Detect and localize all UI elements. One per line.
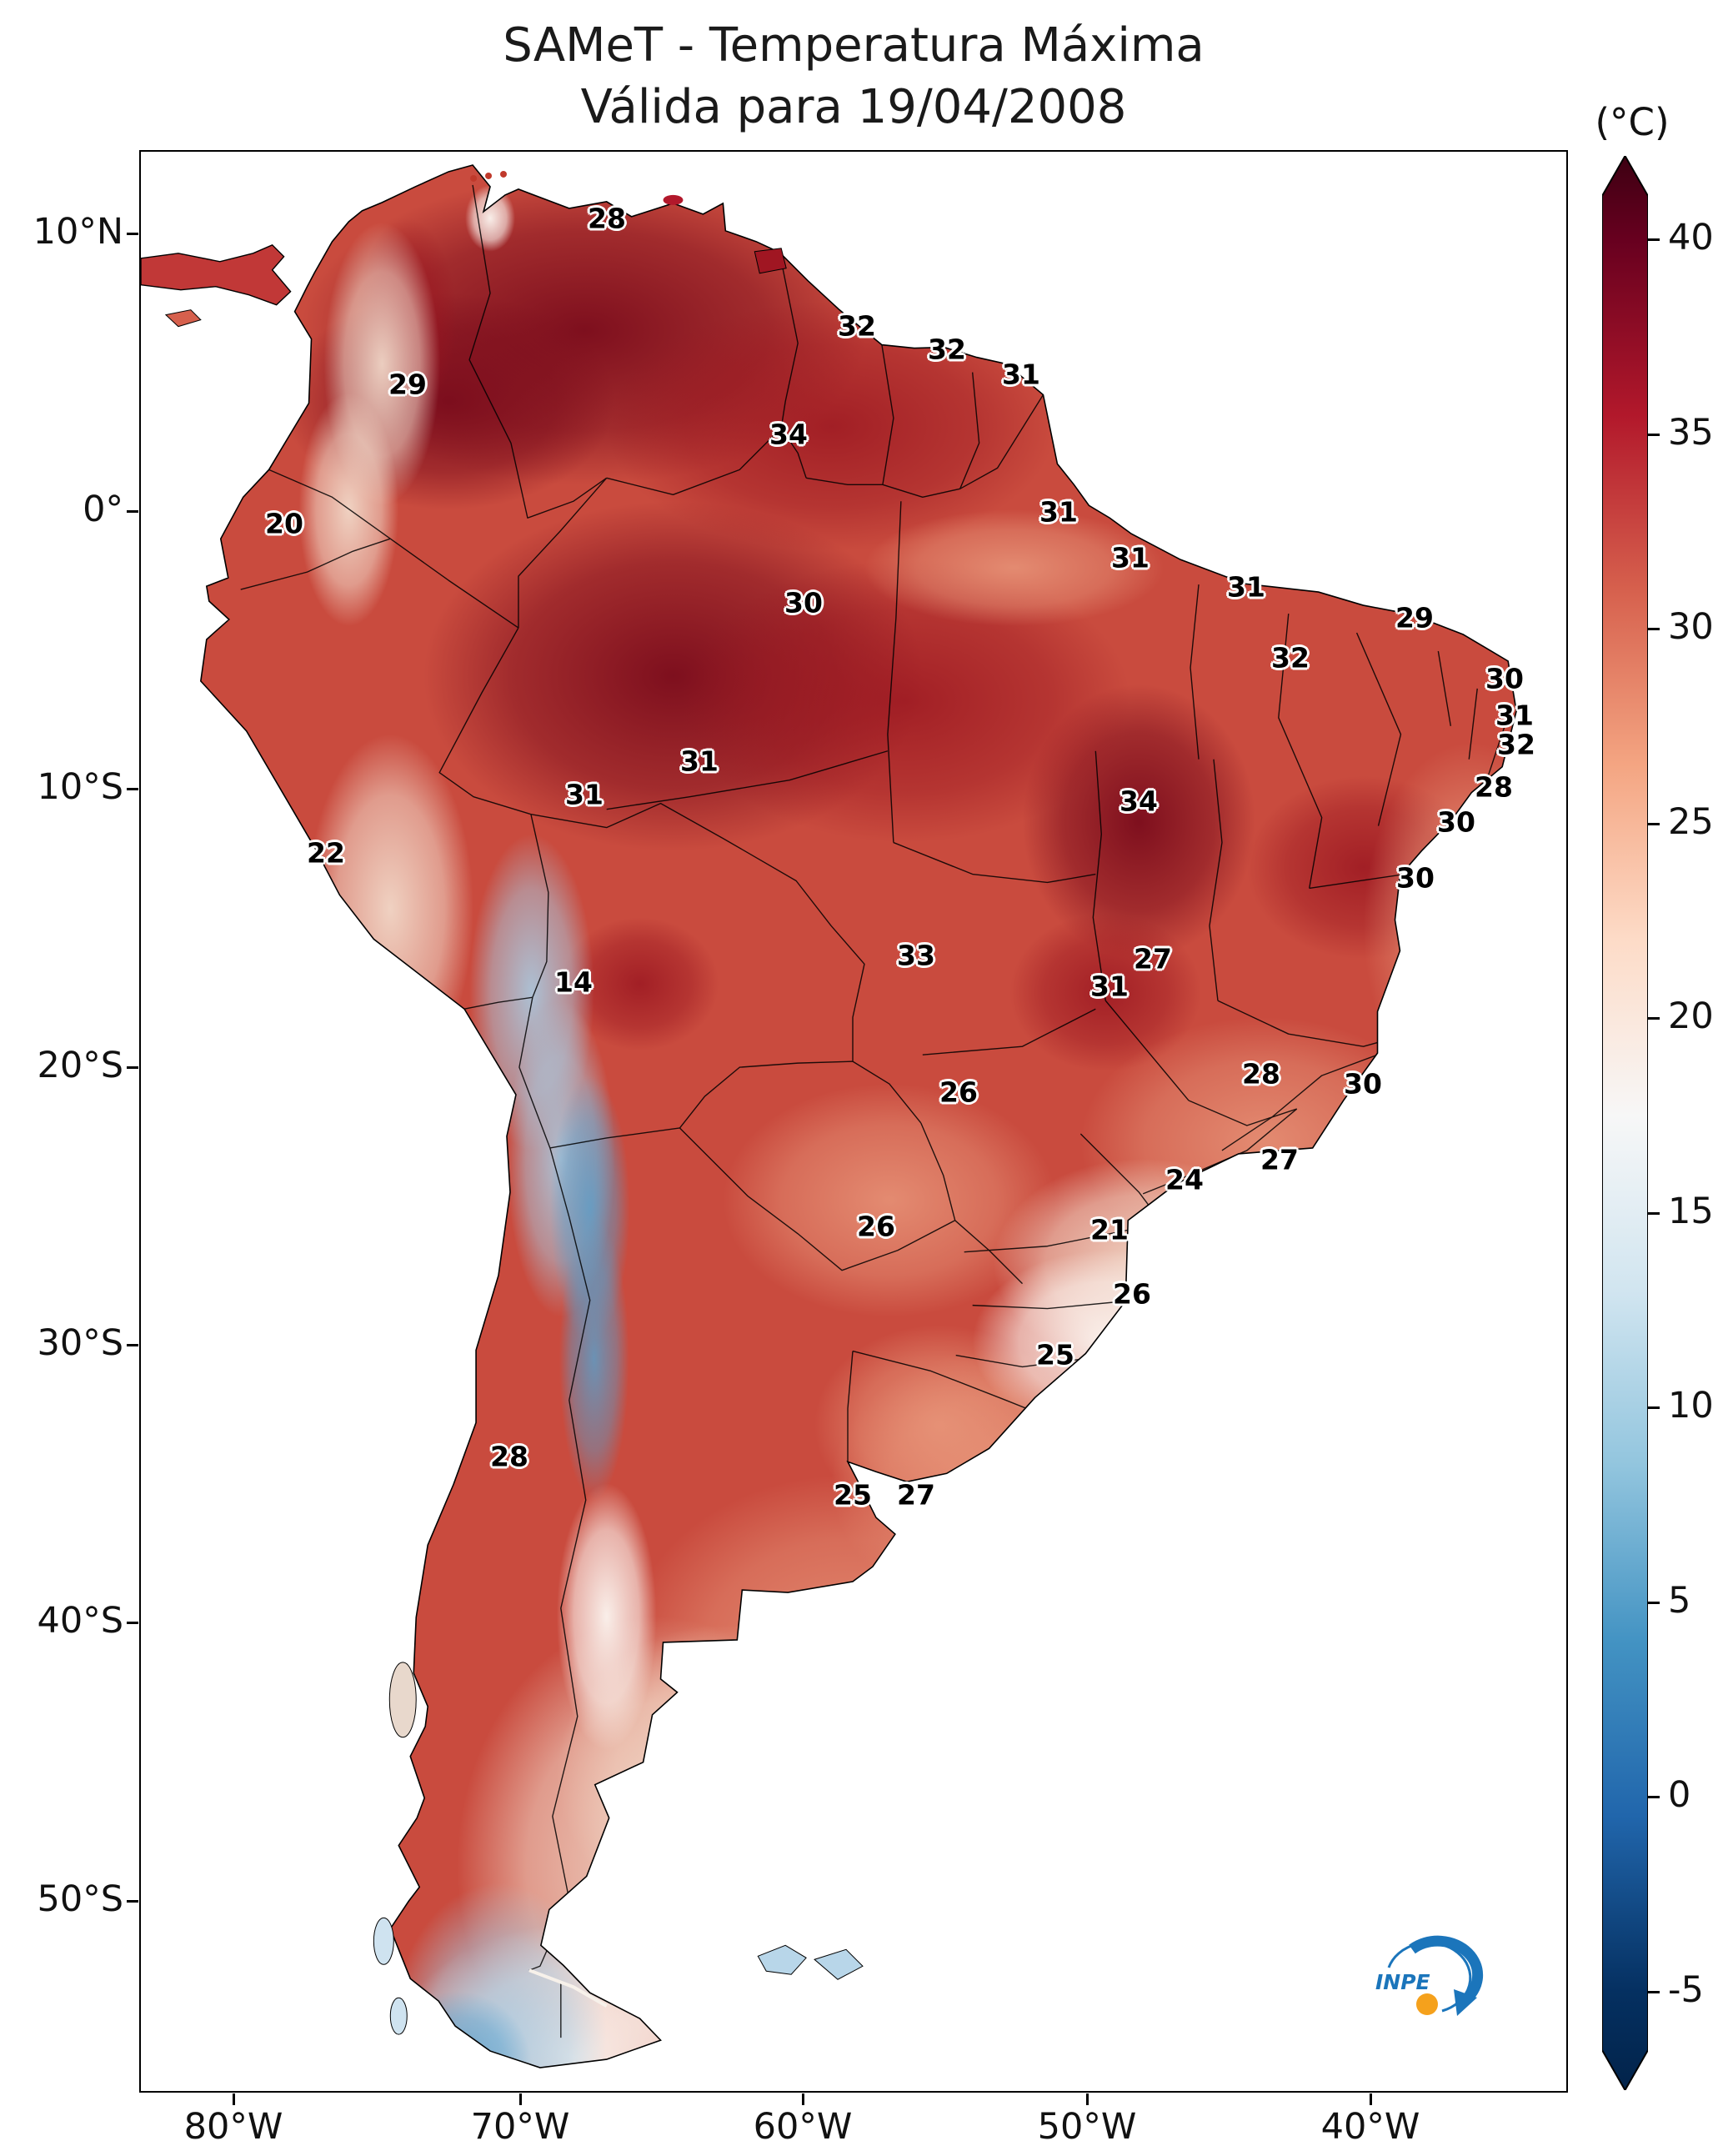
colorbar [1602,156,1648,2090]
colorbar-tick-label: 30 [1668,606,1714,648]
inpe-logo-text: INPE [1375,1970,1430,1994]
latitude-tick-label: 10°N [33,211,123,253]
inpe-logo: INPE [1375,1935,1484,2016]
latitude-tick-mark [127,233,138,235]
inpe-orange-dot [1416,1993,1438,2015]
falkland-west-island [757,1944,807,1975]
latitude-tick-label: 50°S [37,1878,123,1920]
colorbar-tick-mark [1648,823,1660,825]
fjord-islet [373,1917,394,1965]
inpe-arrowhead [1454,1989,1477,2016]
latitude-tick-label: 10°S [37,766,123,808]
colorbar-tick-label: 10 [1668,1385,1714,1426]
colorbar-tick-mark [1648,1406,1660,1409]
colorbar-tick-mark [1648,1991,1660,1993]
longitude-tick-mark [1370,2093,1372,2105]
colorbar-tick-mark [1648,1017,1660,1020]
latitude-tick-mark [127,1066,138,1069]
longitude-tick-label: 50°W [1037,2106,1137,2148]
colorbar-tick-mark [1648,1796,1660,1798]
panama-strip [141,244,292,306]
map-frame: 28 29 32 32 31 34 20 31 31 31 30 29 32 30 31 32 31 31 28 30… [139,150,1568,2093]
colorbar-tick-label: 0 [1668,1774,1691,1816]
latitude-tick-mark [127,1622,138,1624]
colorbar-tick-mark [1648,1212,1660,1215]
colorbar-unit-label: (°C) [1595,100,1670,144]
longitude-tick-mark [519,2093,522,2105]
longitude-tick-mark [802,2093,804,2105]
colorbar-tick-label: -5 [1668,1969,1704,2011]
colorbar-tick-mark [1648,238,1660,241]
colorbar-tick-label: 5 [1668,1580,1691,1622]
fjord-islet [389,1997,408,2035]
colorbar-tick-label: 20 [1668,995,1714,1037]
colorbar-gradient-bar [1602,156,1648,2090]
inpe-swoosh-arrow [1409,1935,1484,2006]
latitude-tick-label: 40°S [37,1600,123,1642]
longitude-tick-label: 40°W [1320,2106,1420,2148]
falkland-east-island [814,1948,864,1980]
margarita-island [663,194,684,205]
colorbar-tick-label: 15 [1668,1191,1714,1232]
small-island [164,309,202,328]
latitude-tick-label: 20°S [37,1045,123,1086]
latitude-tick-mark [127,510,138,513]
caribbean-islet [470,174,478,182]
longitude-tick-label: 60°W [753,2106,853,2148]
latitude-tick-mark [127,1900,138,1903]
caribbean-islet [499,170,507,178]
colorbar-tick-mark [1648,1602,1660,1604]
longitude-tick-mark [1086,2093,1089,2105]
colorbar-tick-label: 40 [1668,217,1714,258]
colorbar-tick-mark [1648,628,1660,630]
latitude-tick-label: 30°S [37,1322,123,1364]
trinidad-island [754,248,787,274]
colorbar-tick-mark [1648,434,1660,436]
temperature-field [141,164,1517,2068]
colorbar-tick-label: 25 [1668,801,1714,843]
latitude-tick-mark [127,788,138,790]
latitude-tick-label: 0° [83,489,123,530]
colorbar-ticks: 40 35 30 25 20 15 10 5 0 -5 [1648,156,1723,2090]
map-title-line1: SAMeT - Temperatura Máxima [503,18,1205,73]
longitude-tick-label: 70°W [470,2106,570,2148]
country-and-state-borders [240,184,1505,2038]
caribbean-islet [485,172,493,179]
south-america-temperature-map [141,164,1517,2068]
longitude-tick-mark [233,2093,235,2105]
map-title-line2: Válida para 19/04/2008 [580,80,1127,134]
colorbar-tick-label: 35 [1668,412,1714,454]
latitude-tick-mark [127,1344,138,1346]
longitude-tick-label: 80°W [183,2106,283,2148]
chiloe-island [388,1662,417,1738]
